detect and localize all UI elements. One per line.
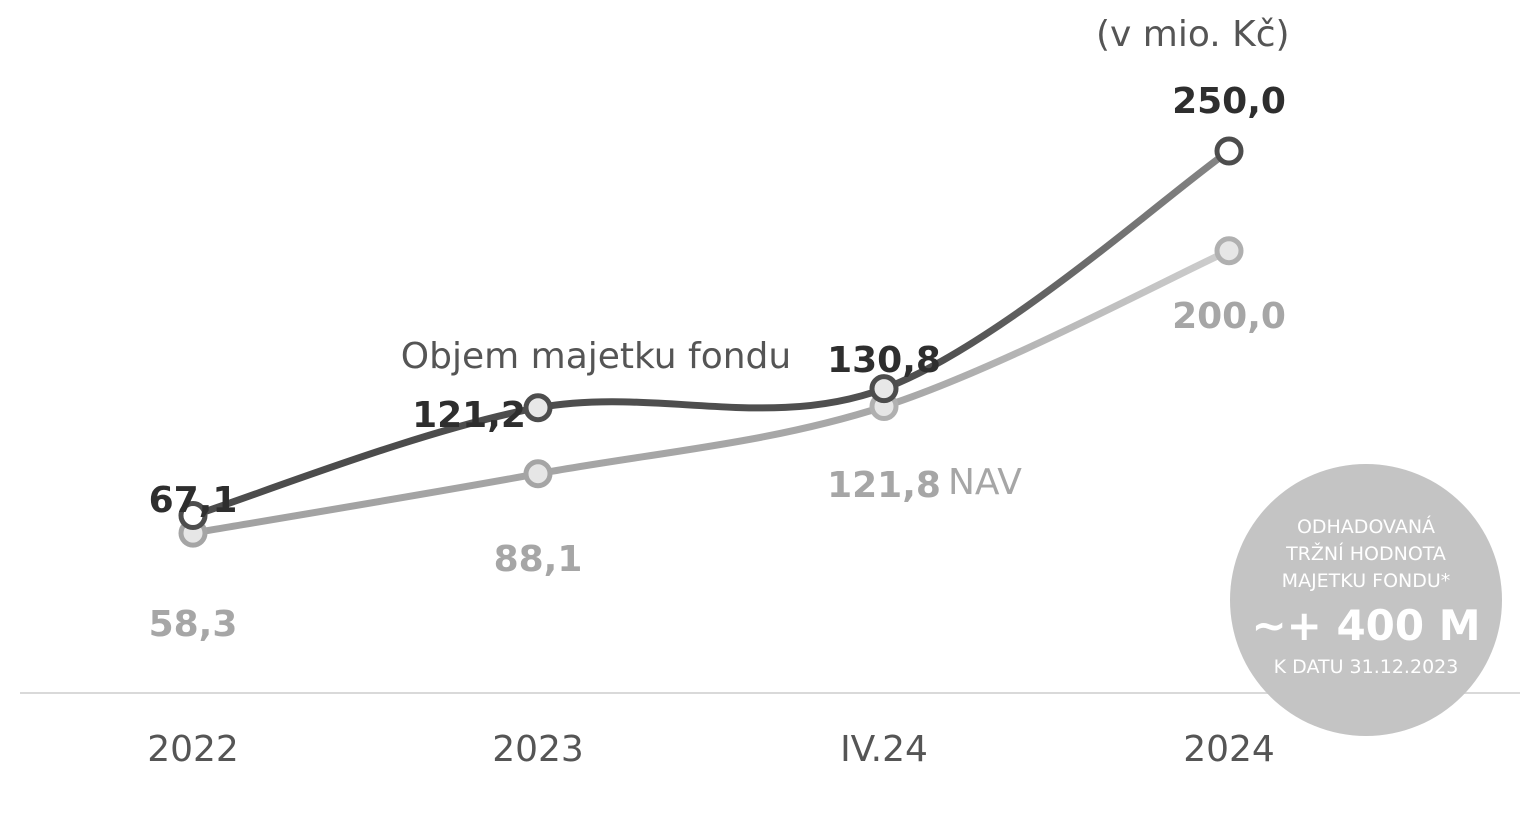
badge-line-2: TRŽNÍ HODNOTA [1286, 543, 1446, 565]
objem-point-2022 [178, 501, 208, 530]
series-line-nav [189, 247, 1233, 537]
nav-value-label-IV.24: 121,8 [827, 465, 941, 506]
badge-line-3: MAJETKU FONDU* [1281, 570, 1451, 592]
objem-value-label-IV.24: 130,8 [827, 340, 941, 381]
nav-value-label-2024: 200,0 [1172, 296, 1286, 337]
series-name-objem: Objem majetku fondu [401, 336, 791, 377]
market-value-badge: ODHADOVANÁ TRŽNÍ HODNOTA MAJETKU FONDU* … [1230, 464, 1502, 736]
objem-value-label-2022: 67,1 [149, 480, 238, 521]
series-name-nav: NAV [948, 462, 1022, 503]
x-tick-label-2022: 2022 [147, 729, 239, 770]
badge-date: K DATU 31.12.2023 [1273, 656, 1459, 678]
objem-value-label-2024: 250,0 [1172, 81, 1286, 122]
nav-value-label-2023: 88,1 [494, 539, 583, 580]
nav-point-2024 [1214, 236, 1244, 266]
objem-point-2024 [1214, 136, 1244, 166]
x-tick-label-IV.24: IV.24 [840, 729, 928, 770]
badge-line-1: ODHADOVANÁ [1296, 516, 1436, 538]
objem-point-2023 [523, 393, 553, 423]
nav-value-label-2022: 58,3 [149, 604, 238, 645]
x-tick-label-2024: 2024 [1183, 729, 1275, 770]
x-tick-label-2023: 2023 [492, 729, 584, 770]
objem-point-IV.24 [869, 374, 899, 404]
series-line-objem [189, 147, 1233, 520]
objem-value-label-2023: 121,2 [412, 395, 526, 436]
nav-point-2023 [523, 459, 553, 489]
badge-value: ~+ 400 M [1251, 601, 1481, 650]
unit-label: (v mio. Kč) [1096, 14, 1290, 55]
